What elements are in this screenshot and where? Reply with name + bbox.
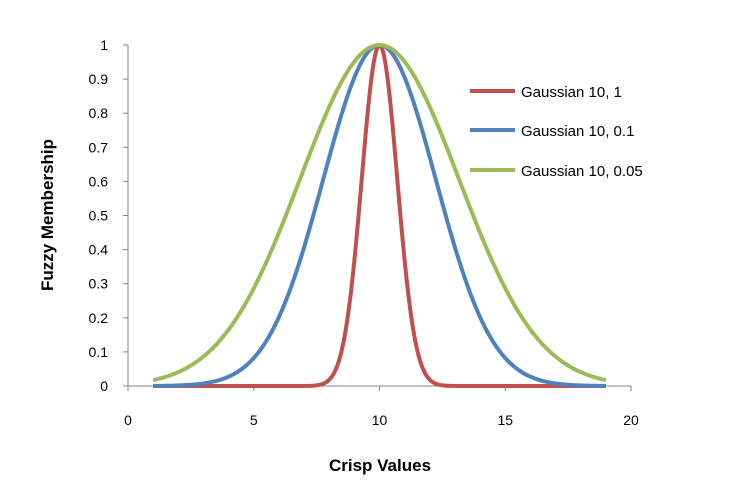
y-tick-label: 0.4 bbox=[89, 242, 109, 258]
y-axis-title: Fuzzy Membership bbox=[38, 139, 57, 291]
legend-label-1: Gaussian 10, 1 bbox=[521, 84, 622, 101]
y-axis-ticks: 0 0.1 0.2 0.3 0.4 0.5 0.6 0.7 0.8 0.9 1 bbox=[89, 37, 128, 394]
y-tick-label: 0.8 bbox=[89, 105, 109, 121]
x-tick-label: 10 bbox=[372, 412, 388, 428]
y-tick-label: 1 bbox=[100, 37, 108, 53]
y-tick-label: 0.9 bbox=[89, 71, 109, 87]
x-tick-label: 20 bbox=[623, 412, 639, 428]
x-tick-label: 5 bbox=[250, 412, 258, 428]
y-tick-label: 0 bbox=[100, 378, 108, 394]
legend-label-2: Gaussian 10, 0.1 bbox=[521, 123, 634, 140]
y-tick-label: 0.3 bbox=[89, 276, 109, 292]
x-tick-label: 0 bbox=[124, 412, 132, 428]
series-line-3 bbox=[152, 43, 607, 383]
x-axis-title: Crisp Values bbox=[329, 456, 431, 475]
y-tick-label: 0.5 bbox=[89, 208, 109, 224]
x-tick-label: 15 bbox=[497, 412, 513, 428]
y-tick-label: 0.2 bbox=[89, 310, 109, 326]
y-tick-label: 0.1 bbox=[89, 344, 109, 360]
y-tick-label: 0.7 bbox=[89, 139, 109, 155]
legend-label-3: Gaussian 10, 0.05 bbox=[521, 163, 643, 180]
legend: Gaussian 10, 1 Gaussian 10, 0.1 Gaussian 1… bbox=[470, 84, 643, 180]
series-lines bbox=[152, 43, 607, 388]
x-axis-ticks: 0 5 10 15 20 bbox=[124, 386, 639, 428]
y-tick-label: 0.6 bbox=[89, 173, 109, 189]
